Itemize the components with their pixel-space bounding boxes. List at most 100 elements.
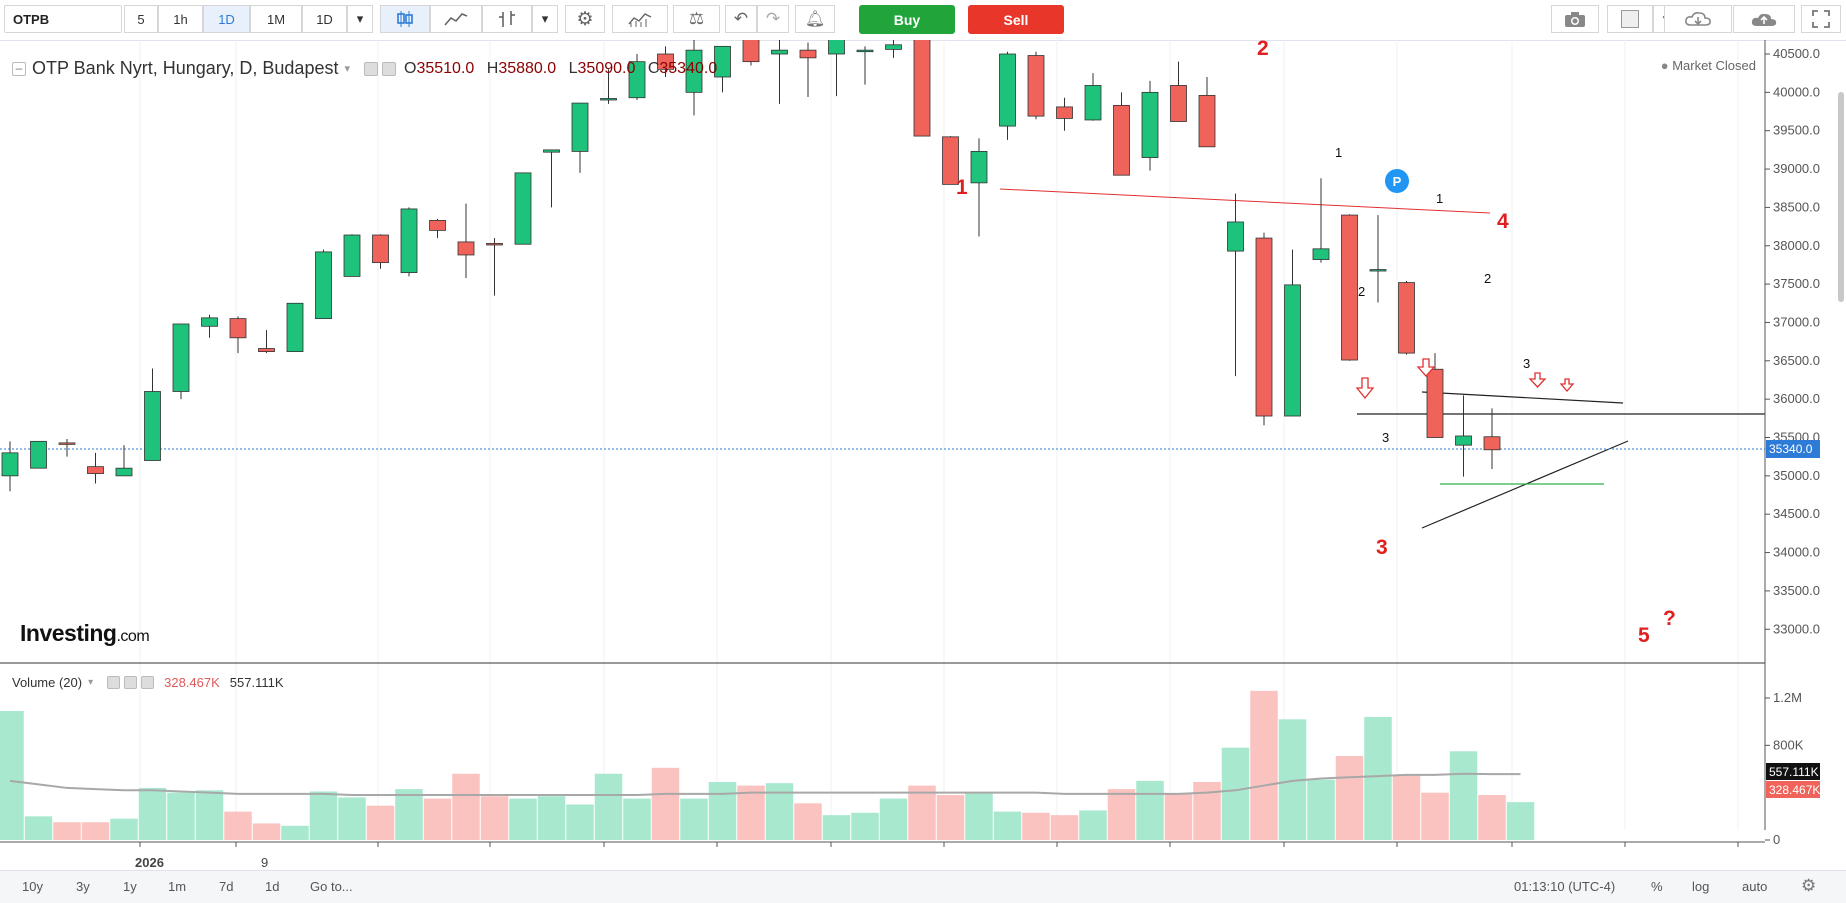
save-chart-button[interactable] (1733, 5, 1795, 33)
interval-dropdown-button[interactable]: ▾ (347, 5, 373, 33)
candlestick (1455, 395, 1472, 477)
close-value: 35340.0 (659, 59, 718, 77)
square-swatch-icon (1621, 10, 1639, 28)
candlestick (343, 234, 361, 277)
percent-toggle[interactable]: % (1651, 879, 1663, 894)
volume-bar (1164, 793, 1193, 840)
eye-icon[interactable] (364, 61, 378, 76)
annotation-black-1b: 1 (1436, 191, 1443, 206)
price-chart[interactable]: P 40500.040000.039500.039000.038500.0380… (0, 40, 1846, 870)
color-picker-button[interactable] (1607, 5, 1653, 33)
volume-bar (452, 773, 480, 840)
range-7d-button[interactable]: 7d (219, 879, 234, 894)
goto-button[interactable]: Go to... (310, 879, 353, 894)
volume-current-red: 328.467K (1769, 783, 1820, 797)
fullscreen-button[interactable] (1801, 5, 1841, 33)
chevron-down-icon[interactable]: ▾ (344, 63, 350, 75)
p-marker[interactable]: P (1385, 169, 1409, 193)
open-value: 35510.0 (416, 59, 475, 77)
price-tick-label: 39500.0 (1773, 123, 1820, 138)
auto-toggle[interactable]: auto (1742, 879, 1768, 894)
volume-bar (1335, 755, 1364, 840)
fullscreen-icon (1812, 10, 1830, 28)
cloud-download-icon (1685, 12, 1711, 26)
candlestick (514, 172, 532, 245)
gear-icon[interactable]: ⚙ (1801, 876, 1817, 895)
logo-suffix: .com (116, 628, 150, 645)
redo-button[interactable]: ↷ (757, 5, 789, 33)
price-tick-label: 37500.0 (1773, 276, 1820, 291)
undo-button[interactable]: ↶ (725, 5, 757, 33)
interval-5-button[interactable]: 5 (124, 5, 158, 33)
gear-icon[interactable] (382, 61, 396, 76)
interval-1d-button[interactable]: 1D (203, 5, 250, 33)
price-scrollbar[interactable] (1838, 92, 1844, 302)
candlestick (1027, 51, 1045, 120)
volume-bar (24, 816, 53, 840)
price-tick-label: 33000.0 (1773, 621, 1820, 636)
bars-chart-button[interactable] (482, 5, 532, 33)
interval-1m-button[interactable]: 1M (250, 5, 302, 33)
scales-icon: ⚖ (688, 9, 705, 28)
interval-1h-button[interactable]: 1h (158, 5, 203, 33)
candlestick (1056, 97, 1073, 131)
candlestick (400, 207, 418, 277)
interval-custom-button[interactable]: 1D (302, 5, 347, 33)
range-1y-button[interactable]: 1y (123, 879, 137, 894)
alert-button[interactable]: 🔔︎ (795, 5, 835, 33)
range-1d-button[interactable]: 1d (265, 879, 280, 894)
price-tick-label: 36500.0 (1773, 353, 1820, 368)
chart-type-dropdown[interactable]: ▾ (532, 5, 558, 33)
candles-chart-button[interactable] (380, 5, 430, 33)
line-chart-icon (444, 13, 468, 26)
volume-moving-average (9, 772, 1521, 797)
volume-bar (1392, 774, 1421, 840)
volume-bar (1506, 802, 1535, 840)
gear-icon[interactable] (124, 676, 138, 689)
candlestick (229, 316, 247, 354)
compare-button[interactable]: ⚖ (673, 5, 720, 33)
indicators-button[interactable] (612, 5, 668, 33)
candlestick (201, 314, 218, 338)
grid-lines (139, 40, 1739, 830)
buy-button[interactable]: Buy (859, 5, 955, 34)
close-icon[interactable] (141, 676, 155, 689)
volume-bar (224, 811, 252, 840)
settings-button[interactable]: ⚙ (565, 5, 605, 33)
candlestick (1426, 353, 1444, 438)
load-chart-button[interactable] (1664, 5, 1732, 33)
log-toggle[interactable]: log (1692, 879, 1710, 894)
chevron-down-icon[interactable]: ▾ (88, 677, 94, 688)
area-chart-button[interactable] (430, 5, 482, 33)
range-1m-button[interactable]: 1m (168, 879, 187, 894)
volume-bar (965, 792, 993, 840)
annotation-black-3a: 3 (1382, 430, 1389, 445)
candlestick (115, 445, 133, 477)
range-3y-button[interactable]: 3y (76, 879, 90, 894)
time-label-9: 9 (261, 855, 268, 870)
candlesticks (1, 40, 1501, 492)
candlestick (1170, 61, 1187, 122)
candlestick (913, 40, 931, 137)
eye-icon[interactable] (107, 676, 121, 689)
candlestick (286, 302, 304, 352)
triangle-upper-line (1421, 391, 1624, 404)
sell-button[interactable]: Sell (968, 5, 1064, 34)
candlestick (372, 234, 389, 269)
volume-bar (480, 796, 509, 840)
volume-legend: Volume (20) ▾ 328.467K 557.111K (12, 675, 284, 690)
annotation-red-3: 3 (1376, 536, 1388, 559)
range-10y-button[interactable]: 10y (22, 879, 43, 894)
candlestick (1227, 193, 1244, 377)
candlestick (885, 40, 902, 58)
annotation-red-4: 4 (1497, 210, 1509, 233)
market-status-text: Market Closed (1672, 58, 1756, 73)
volume-bar (309, 791, 338, 840)
time-axis-ticks (139, 842, 1739, 847)
candlestick (771, 40, 788, 104)
screenshot-button[interactable] (1551, 5, 1599, 33)
symbol-input[interactable]: OTPB (4, 5, 122, 33)
volume-bar (81, 822, 110, 840)
collapse-icon[interactable]: – (12, 61, 26, 76)
volume-bar (1364, 716, 1392, 840)
